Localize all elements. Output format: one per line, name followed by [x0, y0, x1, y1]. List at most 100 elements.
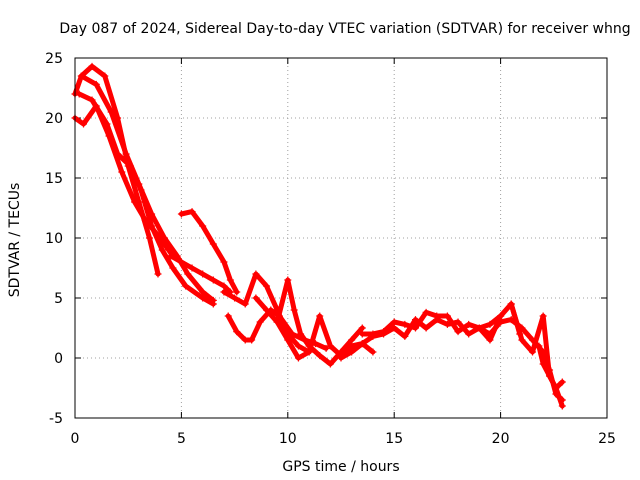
data-point-marker [182, 282, 190, 290]
data-point-marker [539, 360, 547, 368]
data-point-marker [518, 336, 526, 344]
data-point-marker [158, 246, 166, 254]
data-point-marker [348, 336, 356, 344]
data-point-marker [288, 330, 296, 338]
x-tick-label: 20 [492, 431, 510, 447]
data-point-marker [284, 336, 292, 344]
y-tick-label: 15 [45, 171, 63, 187]
data-point-marker [241, 300, 249, 308]
data-point-marker [465, 320, 473, 328]
data-point-marker [209, 240, 217, 248]
data-point-marker [390, 318, 398, 326]
data-point-marker [443, 320, 451, 328]
data-point-marker [209, 296, 217, 304]
data-point-marker [233, 288, 241, 296]
data-point-marker [411, 324, 419, 332]
data-point-marker [290, 306, 298, 314]
y-axis-label: SDTVAR / TECUs [7, 183, 23, 298]
series-track-14 [507, 300, 566, 410]
data-point-marker [294, 354, 302, 362]
data-point-marker [401, 320, 409, 328]
data-point-marker [209, 276, 217, 284]
data-point-marker [224, 312, 232, 320]
data-point-marker [256, 318, 264, 326]
data-point-marker [241, 336, 249, 344]
data-point-marker [107, 108, 115, 116]
data-point-marker [231, 294, 239, 302]
x-tick-label: 0 [71, 431, 80, 447]
data-point-marker [322, 344, 330, 352]
data-point-marker [411, 316, 419, 324]
data-point-marker [539, 312, 547, 320]
x-tick-label: 10 [279, 431, 297, 447]
series-line [72, 103, 184, 265]
x-axis-label: GPS time / hours [282, 459, 399, 475]
data-series [71, 62, 566, 410]
data-point-marker [273, 318, 281, 326]
data-point-marker [188, 208, 196, 216]
data-point-marker [294, 342, 302, 350]
data-point-marker [220, 288, 228, 296]
data-point-marker [297, 330, 305, 338]
data-point-marker [188, 264, 196, 272]
data-point-marker [199, 270, 207, 278]
data-point-marker [326, 360, 334, 368]
data-point-marker [497, 312, 505, 320]
data-point-marker [558, 402, 566, 410]
data-point-marker [358, 340, 366, 348]
data-point-marker [118, 168, 126, 176]
y-tick-label: -5 [49, 411, 63, 427]
data-point-marker [558, 378, 566, 386]
data-point-marker [535, 342, 543, 350]
data-point-marker [401, 332, 409, 340]
data-point-marker [529, 348, 537, 356]
data-point-marker [131, 198, 139, 206]
data-point-marker [80, 120, 88, 128]
data-point-marker [497, 318, 505, 326]
data-point-marker [552, 384, 560, 392]
series-line [253, 277, 365, 367]
data-point-marker [169, 264, 177, 272]
data-point-marker [358, 330, 366, 338]
data-point-marker [507, 300, 515, 308]
data-point-marker [486, 330, 494, 338]
data-point-marker [177, 210, 185, 218]
data-point-marker [486, 320, 494, 328]
data-point-marker [369, 330, 377, 338]
data-point-marker [226, 276, 234, 284]
data-point-marker [220, 258, 228, 266]
y-tick-label: 5 [54, 291, 63, 307]
data-point-marker [184, 270, 192, 278]
y-tick-label: 0 [54, 351, 63, 367]
data-point-marker [433, 312, 441, 320]
series-line [508, 301, 565, 409]
data-point-marker [220, 282, 228, 290]
data-point-marker [160, 234, 168, 242]
data-point-marker [252, 270, 260, 278]
data-point-marker [454, 328, 462, 336]
data-point-marker [422, 324, 430, 332]
data-point-marker [148, 210, 156, 218]
data-point-marker [135, 180, 143, 188]
data-point-marker [122, 150, 130, 158]
data-point-marker [454, 318, 462, 326]
data-point-marker [348, 342, 356, 350]
y-tick-label: 25 [45, 51, 63, 67]
data-point-marker [369, 348, 377, 356]
data-point-marker [103, 120, 111, 128]
data-point-marker [199, 288, 207, 296]
data-point-marker [465, 330, 473, 338]
series-track-5 [177, 208, 241, 296]
series-line [76, 91, 216, 307]
data-point-marker [88, 96, 96, 104]
data-point-marker [546, 372, 554, 380]
y-tick-label: 20 [45, 111, 63, 127]
data-point-marker [475, 324, 483, 332]
data-point-marker [316, 352, 324, 360]
data-point-marker [358, 324, 366, 332]
data-point-marker [390, 324, 398, 332]
x-tick-label: 25 [598, 431, 616, 447]
y-tick-label: 10 [45, 231, 63, 247]
x-tick-label: 15 [385, 431, 403, 447]
data-point-marker [167, 252, 175, 260]
